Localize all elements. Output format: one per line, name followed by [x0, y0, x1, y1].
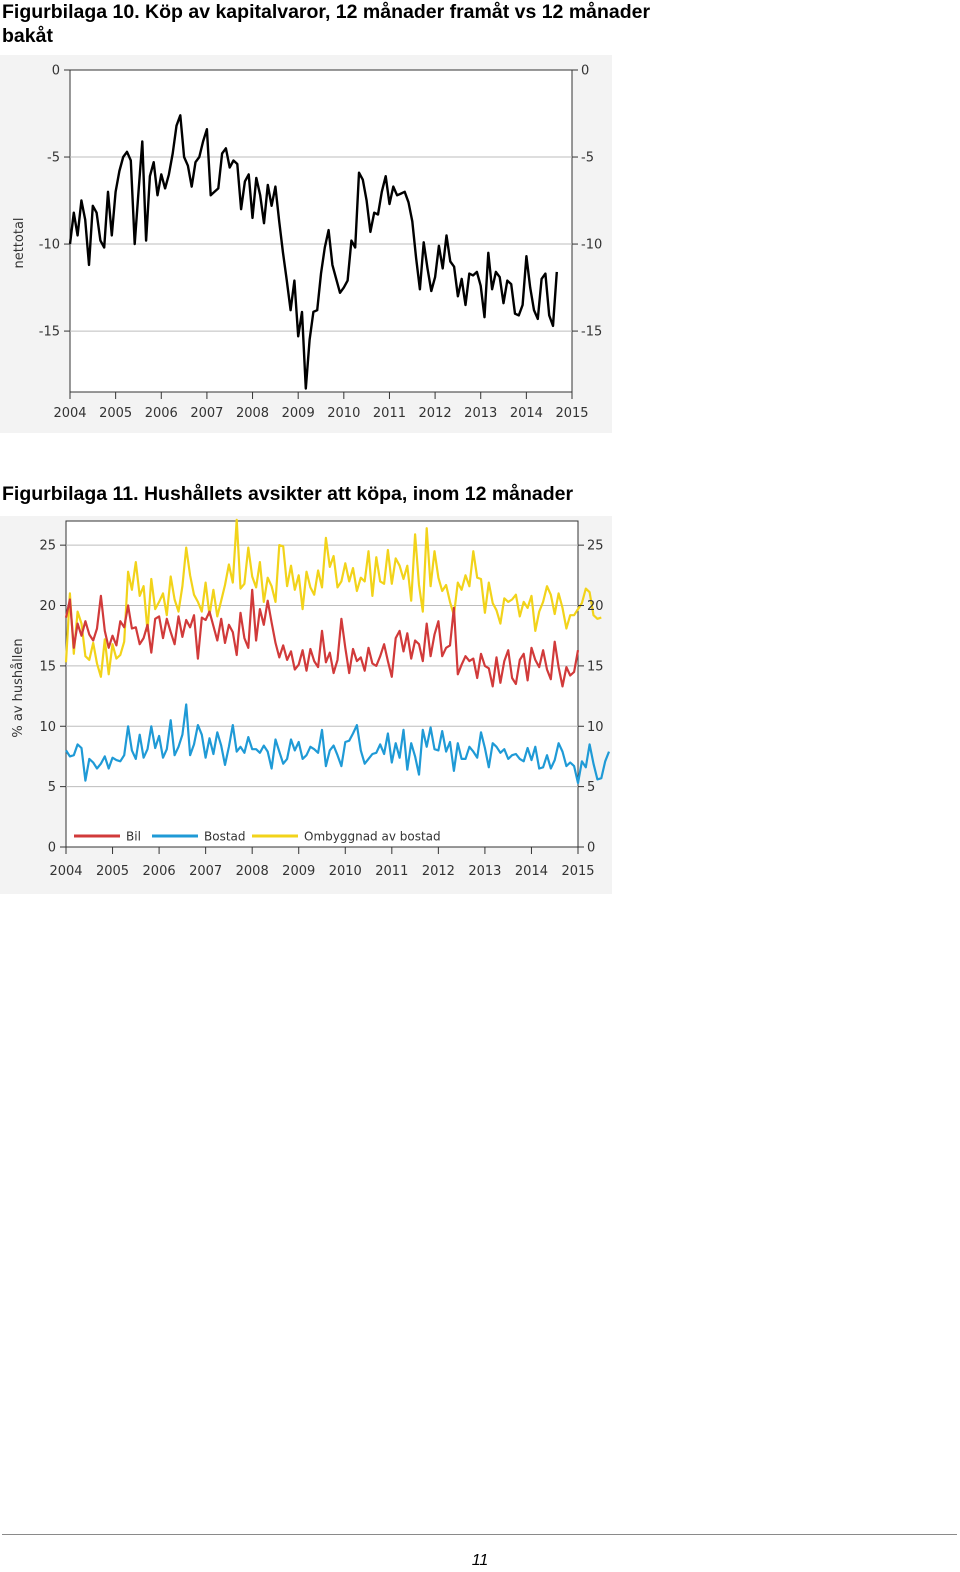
legend-label: Ombyggnad av bostad: [304, 830, 441, 844]
series-line-ombyggnad-av-bostad: [64, 518, 602, 678]
figure-10-title: Figurbilaga 10. Köp av kapitalvaror, 12 …: [2, 1, 651, 47]
y-tick-label-right: 15: [587, 659, 604, 674]
x-tick-label: 2005: [96, 864, 129, 879]
x-tick-label: 2014: [515, 864, 548, 879]
x-tick-label: 2012: [422, 864, 455, 879]
x-tick-label: 2009: [282, 406, 315, 421]
x-tick-label: 2014: [510, 406, 543, 421]
y-tick-label: 0: [52, 64, 60, 79]
x-tick-label: 2015: [555, 406, 588, 421]
x-tick-label: 2008: [236, 864, 269, 879]
y-tick-label: -15: [39, 325, 60, 340]
x-tick-label: 2010: [329, 864, 362, 879]
y-tick-label-right: 10: [587, 720, 604, 735]
x-tick-label: 2009: [282, 864, 315, 879]
y-tick-label-right: -15: [581, 325, 602, 340]
y-tick-label-right: 0: [581, 64, 589, 79]
x-tick-label: 2013: [464, 406, 497, 421]
y-tick-label: -10: [39, 238, 60, 253]
x-tick-label: 2007: [190, 406, 223, 421]
y-tick-label-right: 0: [587, 841, 595, 856]
plot-area: [65, 520, 579, 848]
y-axis-label: % av hushållen: [11, 638, 26, 737]
x-tick-label: 2013: [468, 864, 501, 879]
series-lines: [68, 114, 558, 390]
x-tick-label: 2008: [236, 406, 269, 421]
y-tick-label: 10: [39, 720, 56, 735]
figure-11-title: Figurbilaga 11. Hushållets avsikter att …: [2, 483, 574, 505]
x-tick-label: 2004: [49, 864, 82, 879]
x-tick-label: 2006: [143, 864, 176, 879]
y-tick-label-right: 5: [587, 780, 595, 795]
x-tick-label: 2011: [375, 864, 408, 879]
axis-ticks: 0 0 -5 -5 -10 -10 -15 -15 2004 2005 2006 2007 2008 20…: [39, 64, 602, 422]
y-axis-label: nettotal: [12, 217, 27, 268]
x-tick-label: 2004: [53, 406, 86, 421]
x-tick-label: 2011: [373, 406, 406, 421]
legend-label: Bostad: [204, 830, 246, 844]
series-lines: [64, 518, 611, 785]
axis-ticks: 0 0 5 5 10 10 15 15 20 20 25 25 2004 2005 2006 2007 2008…: [39, 539, 603, 879]
y-tick-label: 25: [39, 539, 56, 554]
legend-label: Bil: [126, 830, 141, 844]
y-tick-label: 15: [39, 659, 56, 674]
chart-figure-11: 0 0 5 5 10 10 15 15 20 20 25 25 2004 2005 2006 2007 2008…: [0, 516, 612, 894]
x-tick-label: 2012: [419, 406, 452, 421]
footer-divider: [2, 1534, 957, 1535]
y-tick-label-right: -10: [581, 238, 602, 253]
series-line-nettotal: [68, 114, 558, 390]
y-tick-label: -5: [47, 151, 60, 166]
x-tick-label: 2010: [327, 406, 360, 421]
y-tick-label: 0: [48, 841, 56, 856]
y-tick-label-right: -5: [581, 151, 594, 166]
y-tick-label: 5: [48, 780, 56, 795]
x-tick-label: 2005: [99, 406, 132, 421]
y-tick-label: 20: [39, 599, 56, 614]
x-tick-label: 2006: [145, 406, 178, 421]
legend: Bil Bostad Ombyggnad av bostad: [74, 830, 441, 844]
page-number: 11: [471, 1552, 489, 1569]
plot-area: [69, 69, 573, 393]
x-tick-label: 2007: [189, 864, 222, 879]
y-tick-label-right: 25: [587, 539, 604, 554]
series-line-bostad: [65, 703, 611, 785]
series-line-bil: [64, 588, 580, 688]
x-tick-label: 2015: [561, 864, 594, 879]
y-tick-label-right: 20: [587, 599, 604, 614]
gridlines: [70, 156, 572, 332]
chart-figure-10: 0 0 -5 -5 -10 -10 -15 -15 2004 2005 2006 2007 2008 20…: [0, 55, 612, 433]
